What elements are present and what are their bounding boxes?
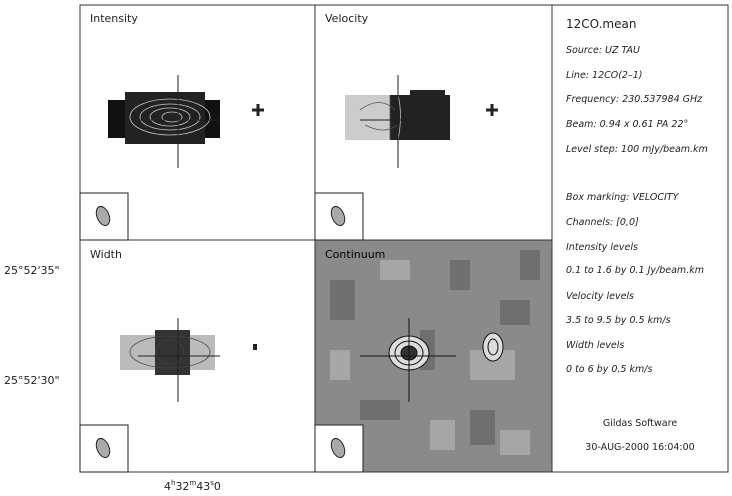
date: 30-AUG-2000 16:04:00 [585, 442, 694, 453]
intensity-map [108, 75, 264, 168]
panel-title: Continuum [325, 248, 385, 261]
beam [79, 192, 364, 473]
ra-part: h [171, 479, 175, 487]
info-line: Beam: 0.94 x 0.61 PA 22° [566, 119, 688, 130]
info-line: Box marking: VELOCITY [566, 192, 680, 203]
info-line: Width levels [566, 340, 624, 351]
info-line: Frequency: 230.537984 GHz [566, 94, 703, 105]
info-line: Line: 12CO(2–1) [566, 70, 642, 81]
ra-part: 0 [214, 480, 221, 493]
dec-label: 25°52'35" [4, 264, 60, 277]
continuum-contours [360, 318, 504, 402]
info-line: Source: UZ TAU [566, 45, 640, 56]
width-map [120, 318, 257, 402]
info-line: Intensity levels [566, 242, 638, 253]
ra-part: 4 [164, 480, 171, 493]
info-line: 0.1 to 1.6 by 0.1 Jy/beam.km [566, 265, 704, 276]
software: Gildas Software [603, 418, 677, 429]
dec-label: 25°52'30" [4, 374, 60, 387]
ra-part: 32 [175, 480, 189, 493]
info-line: Channels: [0,0] [566, 217, 639, 228]
ra-part: m [189, 479, 196, 487]
panel-title: Width [90, 248, 122, 261]
panel-title: Velocity [325, 12, 369, 25]
info-title: 12CO.mean [566, 17, 636, 31]
info-line: Velocity levels [566, 291, 634, 302]
info-line: 0 to 6 by 0.5 km/s [566, 364, 652, 375]
ra-part: 43 [196, 480, 210, 493]
velocity-map [345, 75, 498, 168]
info-line: Level step: 100 mJy/beam.km [566, 144, 708, 155]
panel-title: Intensity [90, 12, 138, 25]
ra-part: s [210, 479, 214, 487]
ra-label: 4h32m43s0 [164, 479, 221, 493]
info-line: 3.5 to 9.5 by 0.5 km/s [566, 315, 671, 326]
